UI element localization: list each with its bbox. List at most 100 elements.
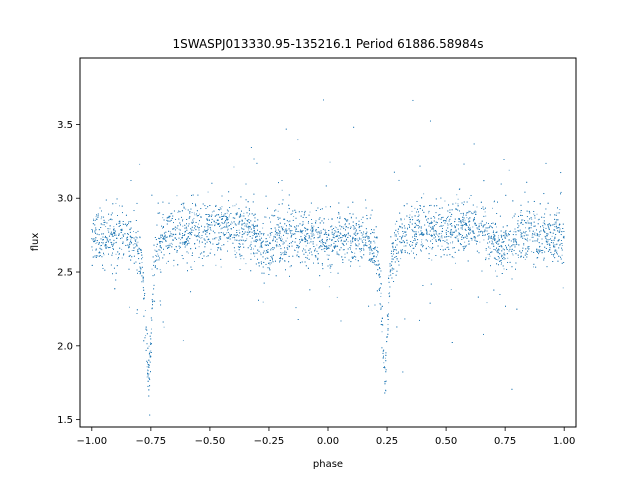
scatter-point (254, 252, 256, 254)
scatter-point (281, 189, 283, 191)
scatter-point (485, 215, 487, 217)
scatter-point (118, 254, 120, 255)
scatter-point (450, 289, 452, 291)
scatter-point (354, 234, 356, 235)
scatter-point (185, 208, 187, 210)
scatter-point (504, 233, 506, 235)
scatter-point (234, 205, 236, 207)
scatter-point (403, 245, 405, 247)
scatter-point (452, 241, 454, 243)
scatter-point (425, 248, 427, 250)
scatter-point (179, 247, 180, 249)
scatter-point (221, 212, 222, 214)
scatter-point (277, 245, 279, 247)
scatter-point (523, 244, 525, 246)
scatter-point (525, 227, 526, 229)
scatter-point (380, 283, 382, 284)
scatter-point (421, 239, 423, 241)
scatter-point (402, 233, 404, 234)
scatter-point (119, 205, 120, 207)
scatter-point (380, 304, 382, 306)
chart-title: 1SWASPJ013330.95-135216.1 Period 61886.5… (172, 37, 483, 51)
scatter-point (156, 246, 158, 248)
scatter-point (423, 193, 425, 195)
scatter-point (326, 239, 328, 241)
scatter-point (511, 253, 513, 255)
scatter-point (388, 292, 390, 294)
scatter-point (259, 246, 261, 248)
scatter-point (403, 231, 405, 233)
scatter-point (171, 212, 173, 214)
scatter-point (411, 210, 413, 212)
scatter-point (377, 246, 379, 248)
scatter-point (412, 230, 414, 232)
scatter-point (503, 258, 505, 260)
scatter-point (176, 195, 178, 197)
scatter-point (154, 249, 156, 251)
scatter-point (232, 205, 234, 207)
scatter-point (369, 253, 371, 255)
scatter-point (279, 252, 281, 253)
scatter-point (478, 223, 480, 225)
scatter-point (256, 239, 258, 241)
scatter-point (329, 161, 331, 163)
scatter-point (227, 225, 229, 227)
scatter-point (221, 245, 223, 246)
scatter-point (302, 239, 304, 241)
scatter-point (237, 223, 239, 225)
scatter-point (341, 242, 343, 244)
scatter-point (556, 212, 558, 214)
scatter-point (242, 228, 244, 230)
scatter-point (328, 286, 330, 288)
scatter-point (536, 213, 538, 215)
scatter-point (198, 237, 200, 238)
scatter-point (351, 257, 353, 259)
scatter-point (217, 214, 219, 216)
scatter-point (440, 224, 442, 226)
scatter-point (262, 301, 264, 303)
scatter-point (221, 213, 223, 215)
scatter-point (397, 233, 399, 235)
scatter-point (239, 239, 241, 241)
scatter-point (336, 227, 338, 229)
scatter-point (172, 239, 174, 241)
scatter-point (544, 223, 546, 225)
scatter-point (431, 239, 433, 240)
scatter-point (344, 223, 346, 224)
scatter-point (498, 235, 499, 237)
scatter-point (182, 340, 184, 342)
scatter-point (335, 244, 336, 246)
scatter-point (489, 247, 491, 249)
scatter-point (197, 235, 199, 237)
scatter-point (328, 218, 330, 220)
scatter-point (282, 241, 284, 243)
scatter-point (533, 266, 534, 268)
scatter-point (440, 233, 442, 235)
scatter-point (469, 210, 471, 212)
scatter-point (199, 213, 201, 215)
scatter-point (199, 235, 201, 237)
scatter-point (474, 224, 476, 226)
scatter-point (503, 252, 505, 254)
scatter-point (265, 252, 267, 254)
scatter-point (452, 233, 454, 235)
scatter-point (491, 235, 492, 237)
scatter-point (122, 223, 124, 225)
scatter-point (496, 250, 498, 252)
scatter-point (284, 260, 286, 262)
scatter-point (173, 265, 175, 267)
scatter-point (225, 226, 226, 228)
scatter-point (380, 309, 382, 311)
scatter-point (312, 232, 314, 234)
scatter-point (542, 222, 544, 224)
scatter-point (421, 243, 423, 245)
scatter-point (270, 256, 272, 257)
scatter-point (363, 247, 365, 249)
scatter-point (187, 252, 189, 254)
scatter-point (216, 219, 218, 221)
scatter-point (559, 209, 561, 210)
scatter-point (316, 244, 318, 246)
scatter-point (527, 220, 529, 222)
scatter-point (93, 256, 95, 258)
scatter-point (396, 259, 398, 261)
